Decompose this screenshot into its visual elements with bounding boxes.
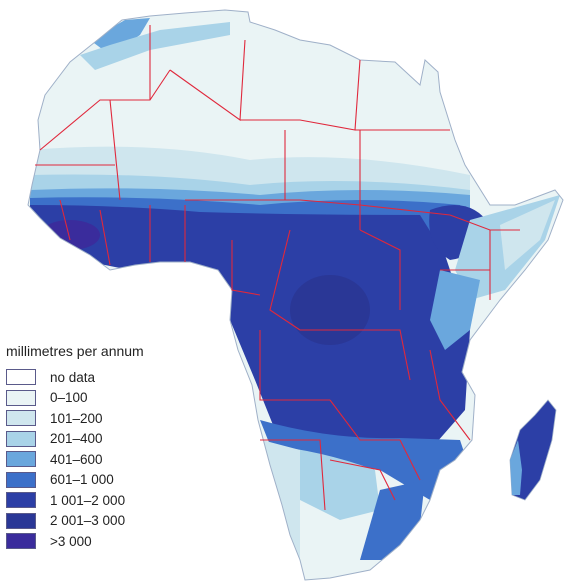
legend-rows: no data 0–100 101–200 201–400 401–600 601–1 0… [6, 367, 206, 552]
zone-maghreb-401-600 [80, 22, 230, 70]
legend-title: millimetres per annum [6, 343, 144, 359]
legend-swatch [6, 369, 36, 386]
legend-swatch [6, 389, 36, 406]
legend-item: no data [6, 367, 206, 388]
legend-label: no data [50, 369, 96, 385]
legend-swatch [6, 533, 36, 550]
legend-label: 101–200 [50, 410, 103, 426]
legend-item: 0–100 [6, 388, 206, 409]
madagascar-west-dry [510, 440, 522, 495]
legend-label: 601–1 000 [50, 472, 114, 488]
legend-label: >3 000 [50, 533, 92, 549]
legend-item: 2 001–3 000 [6, 511, 206, 532]
legend-item: 201–400 [6, 429, 206, 450]
legend-swatch [6, 430, 36, 447]
zone-congo-core [290, 275, 370, 345]
legend-label: 2 001–3 000 [50, 513, 126, 529]
legend-item: 1 001–2 000 [6, 490, 206, 511]
country-borders [35, 25, 520, 511]
legend-swatch [6, 512, 36, 529]
zone-eastafrica-401-600 [430, 270, 480, 350]
legend-label: 0–100 [50, 390, 88, 406]
zone-guinea-coast [40, 220, 100, 250]
legend-label: 201–400 [50, 431, 103, 447]
legend-swatch [6, 410, 36, 427]
zone-horn-101-200 [500, 200, 555, 270]
legend-swatch [6, 492, 36, 509]
legend-item: >3 000 [6, 531, 206, 552]
legend-item: 101–200 [6, 408, 206, 429]
legend: millimetres per annum no data 0–100 101–20… [6, 343, 206, 552]
legend-label: 1 001–2 000 [50, 492, 126, 508]
legend-item: 401–600 [6, 449, 206, 470]
legend-label: 401–600 [50, 451, 103, 467]
zone-southeast-601-1000 [360, 480, 425, 560]
zone-maghreb-coast [90, 18, 150, 55]
legend-swatch [6, 471, 36, 488]
legend-item: 601–1 000 [6, 470, 206, 491]
legend-swatch [6, 451, 36, 468]
